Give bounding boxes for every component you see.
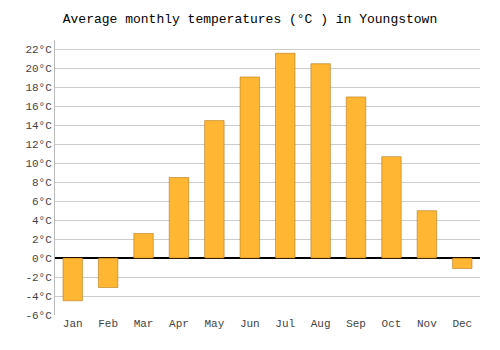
svg-text:Apr: Apr [169,318,189,330]
svg-text:12°C: 12°C [25,139,52,151]
svg-text:8°C: 8°C [32,177,52,189]
svg-text:10°C: 10°C [25,158,52,170]
svg-text:6°C: 6°C [32,196,52,208]
svg-text:Nov: Nov [417,318,437,330]
svg-text:Jan: Jan [63,318,83,330]
svg-text:Jul: Jul [275,318,295,330]
svg-text:14°C: 14°C [25,120,52,132]
svg-text:2°C: 2°C [32,234,52,246]
svg-text:Feb: Feb [98,318,118,330]
svg-text:4°C: 4°C [32,215,52,227]
svg-text:22°C: 22°C [25,44,52,56]
svg-text:0°C: 0°C [32,253,52,265]
svg-text:18°C: 18°C [25,82,52,94]
svg-text:Oct: Oct [382,318,402,330]
svg-text:-6°C: -6°C [25,310,52,322]
svg-text:Aug: Aug [311,318,331,330]
svg-text:-4°C: -4°C [25,291,52,303]
svg-text:Jun: Jun [240,318,260,330]
svg-text:-2°C: -2°C [25,272,52,284]
svg-text:Dec: Dec [452,318,472,330]
svg-text:20°C: 20°C [25,63,52,75]
svg-text:May: May [204,318,224,330]
svg-text:16°C: 16°C [25,101,52,113]
svg-text:Average monthly temperatures (: Average monthly temperatures (°C ) in Yo… [63,12,437,27]
svg-text:Mar: Mar [134,318,154,330]
svg-text:Sep: Sep [346,318,366,330]
